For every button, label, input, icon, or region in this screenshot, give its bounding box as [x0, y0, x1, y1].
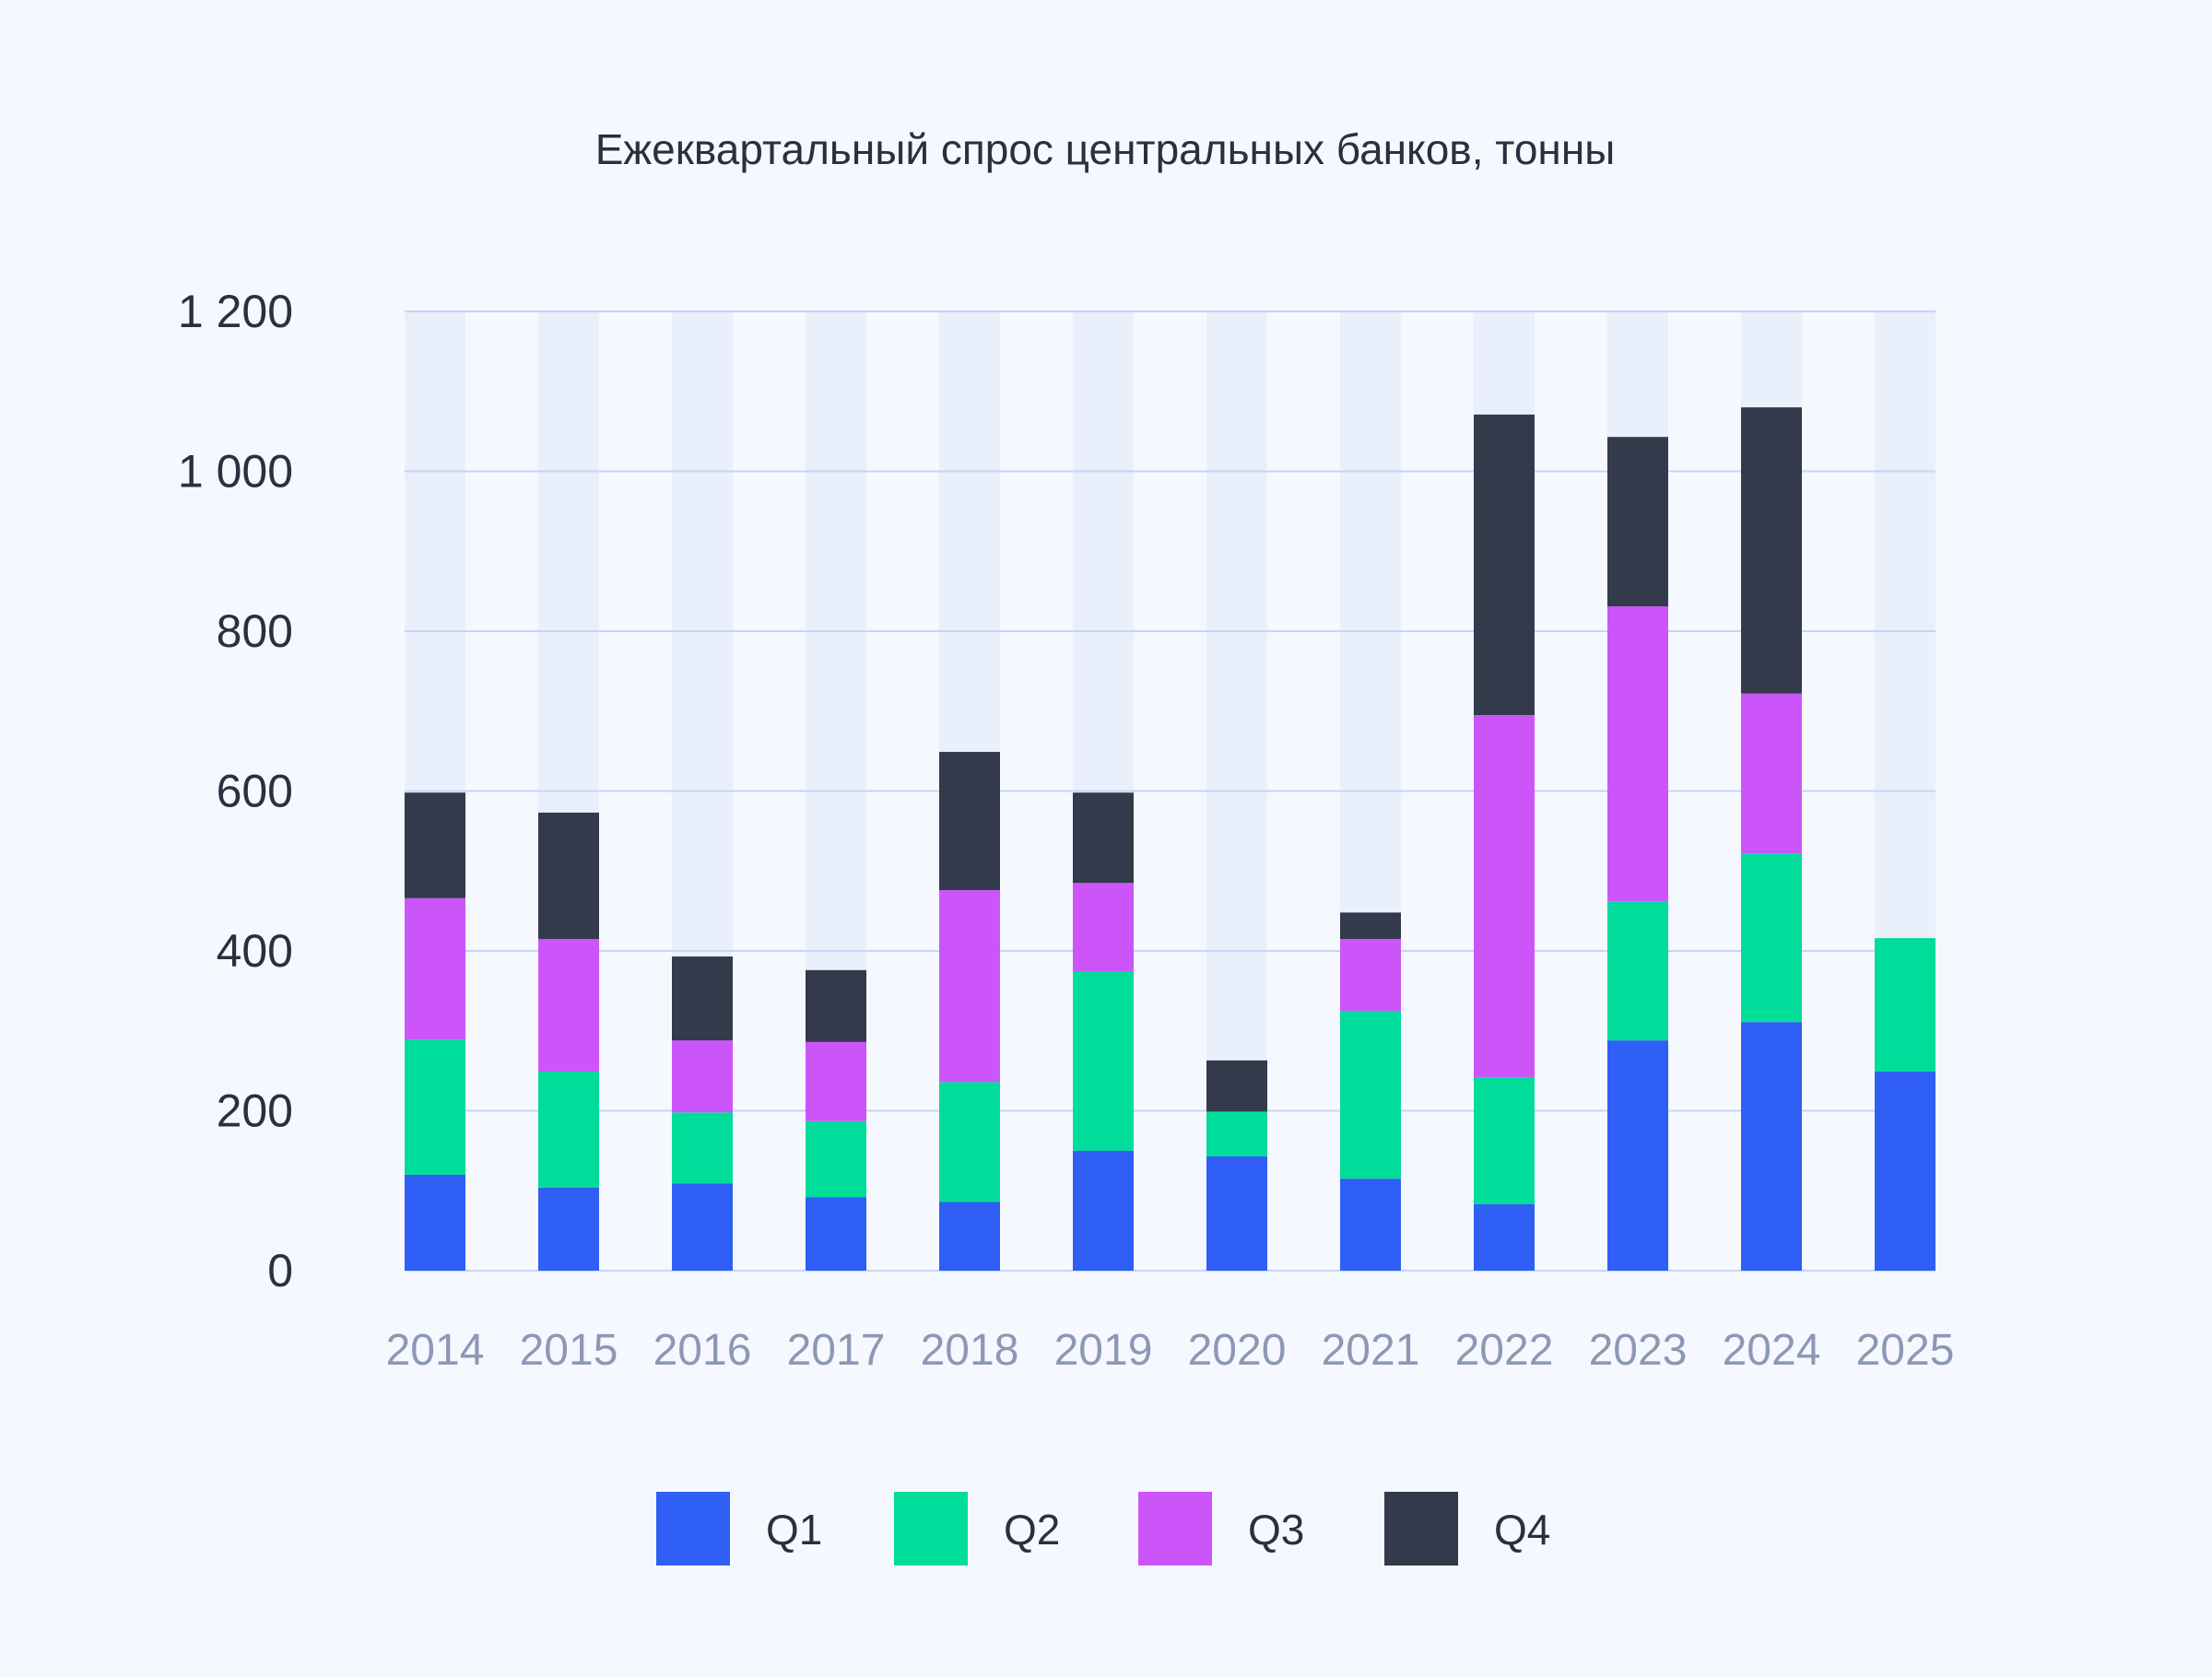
bar-2014-q4	[405, 792, 465, 898]
legend-swatch-q2	[894, 1492, 968, 1566]
bar-2024-q4	[1741, 407, 1802, 694]
x-tick-label: 2017	[787, 1326, 886, 1375]
legend-swatch-q3	[1138, 1492, 1212, 1566]
x-tick-label: 2019	[1054, 1326, 1153, 1375]
bar-2022-q1	[1474, 1203, 1535, 1271]
bar-2016-q3	[672, 1040, 733, 1113]
bar-2023-q4	[1607, 437, 1668, 607]
bar-2019-q1	[1073, 1150, 1134, 1271]
bar-2015-q4	[538, 812, 599, 939]
x-tick-label: 2024	[1723, 1326, 1821, 1375]
bar-2014-q1	[405, 1174, 465, 1271]
bar-2025-q2	[1875, 938, 1936, 1072]
bar-2020-q4	[1206, 1060, 1267, 1112]
x-tick-label: 2023	[1589, 1326, 1688, 1375]
bar-2017-q2	[806, 1120, 866, 1198]
grid	[405, 311, 1936, 1272]
y-tick-label: 800	[217, 605, 293, 657]
x-tick-label: 2018	[921, 1326, 1019, 1375]
bar-2016-q1	[672, 1183, 733, 1271]
legend-label-q4: Q4	[1494, 1506, 1550, 1554]
legend-label-q1: Q1	[766, 1506, 822, 1554]
bar-2025-q1	[1875, 1071, 1936, 1271]
y-axis: 0 200 400 600 800 1 000 1 200	[178, 286, 293, 1296]
bar-2023-q3	[1607, 606, 1668, 902]
x-axis: 2014 2015 2016 2017 2018 2019 2020 2021 2022 2023…	[386, 1326, 1955, 1375]
legend: Q1 Q2 Q3 Q4	[656, 1492, 1550, 1566]
bar-2015-q1	[538, 1187, 599, 1271]
chart-title: Ежеквартальный спрос центральных банков,…	[595, 125, 1616, 173]
x-tick-label: 2025	[1856, 1326, 1955, 1375]
bar-2019-q3	[1073, 883, 1134, 972]
bar-2017-q4	[806, 969, 866, 1042]
y-tick-label: 1 200	[178, 286, 293, 337]
y-tick-label: 400	[217, 925, 293, 977]
bar-2014-q2	[405, 1039, 465, 1175]
x-tick-label: 2021	[1322, 1326, 1420, 1375]
bar-2020-q2	[1206, 1111, 1267, 1156]
y-tick-label: 600	[217, 766, 293, 817]
legend-swatch-q4	[1384, 1492, 1458, 1566]
bar-2022-q4	[1474, 414, 1535, 716]
bar-2023-q1	[1607, 1040, 1668, 1271]
y-tick-label: 0	[267, 1245, 293, 1296]
bar-2016-q2	[672, 1112, 733, 1184]
bar-2021-q1	[1340, 1179, 1401, 1271]
bar-2023-q2	[1607, 901, 1668, 1041]
bar-2017-q1	[806, 1197, 866, 1271]
bar-2024-q1	[1741, 1022, 1802, 1271]
bar-2018-q3	[939, 890, 1000, 1083]
bar-2019-q2	[1073, 971, 1134, 1151]
x-tick-label: 2016	[653, 1326, 752, 1375]
bar-2015-q3	[538, 938, 599, 1072]
x-tick-label: 2015	[520, 1326, 618, 1375]
y-tick-label: 200	[217, 1085, 293, 1137]
bar-2016-q4	[672, 956, 733, 1041]
bar-2014-q3	[405, 897, 465, 1040]
legend-swatch-q1	[656, 1492, 730, 1566]
x-tick-label: 2014	[386, 1326, 485, 1375]
bars	[405, 407, 1936, 1271]
bar-2022-q2	[1474, 1077, 1535, 1204]
bar-2019-q4	[1073, 792, 1134, 884]
bar-2020-q1	[1206, 1155, 1267, 1271]
bar-2024-q2	[1741, 853, 1802, 1023]
bar-2021-q4	[1340, 912, 1401, 939]
bar-2021-q3	[1340, 938, 1401, 1012]
bar-2018-q4	[939, 751, 1000, 891]
bar-2017-q3	[806, 1041, 866, 1121]
bar-2018-q1	[939, 1202, 1000, 1271]
legend-label-q3: Q3	[1248, 1506, 1304, 1554]
bar-2024-q3	[1741, 693, 1802, 854]
legend-label-q2: Q2	[1004, 1506, 1060, 1554]
y-tick-label: 1 000	[178, 446, 293, 498]
bar-2021-q2	[1340, 1011, 1401, 1179]
bar-2018-q2	[939, 1082, 1000, 1202]
bar-2022-q3	[1474, 715, 1535, 1078]
bar-2015-q2	[538, 1071, 599, 1188]
x-tick-label: 2020	[1188, 1326, 1287, 1375]
x-tick-label: 2022	[1455, 1326, 1554, 1375]
